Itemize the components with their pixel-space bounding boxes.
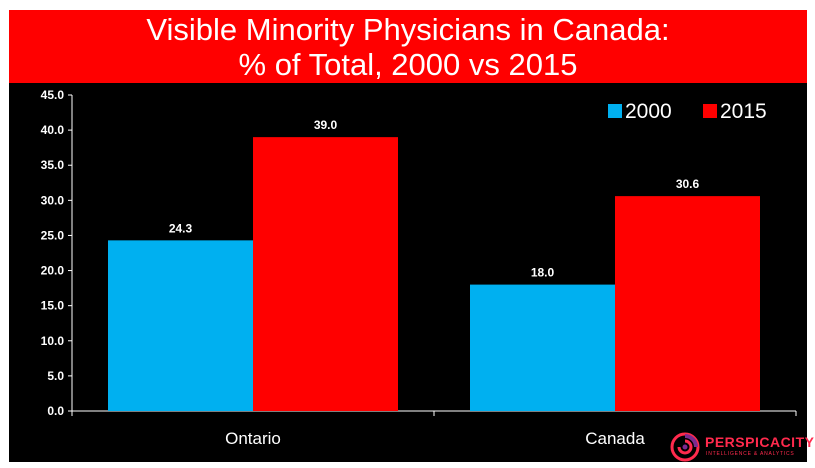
y-tick-label: 10.0 (41, 334, 65, 348)
title-band: Visible Minority Physicians in Canada: %… (9, 10, 807, 83)
bar-2015-ontario (253, 137, 398, 411)
bar-2015-canada (615, 196, 760, 411)
y-tick-label: 0.0 (47, 404, 64, 418)
legend-label: 2015 (720, 100, 767, 123)
bar-2000-canada (470, 284, 615, 411)
legend-label: 2000 (625, 100, 672, 123)
y-tick-label: 25.0 (41, 228, 65, 242)
y-tick-label: 30.0 (41, 193, 65, 207)
category-label: Canada (585, 429, 645, 448)
y-tick-label: 15.0 (41, 299, 65, 313)
data-label: 30.6 (676, 177, 700, 191)
data-label: 24.3 (169, 221, 193, 235)
y-tick-label: 40.0 (41, 123, 65, 137)
logo-tagline: INTELLIGENCE & ANALYTICS (706, 451, 795, 457)
y-tick-label: 45.0 (41, 88, 65, 102)
perspicacity-logo: PERSPICACITY INTELLIGENCE & ANALYTICS (669, 431, 814, 463)
spiral-logo-icon (670, 432, 700, 462)
chart-title: Visible Minority Physicians in Canada: (146, 12, 670, 47)
chart-subtitle: % of Total, 2000 vs 2015 (238, 47, 578, 82)
logo-name: PERSPICACITY (705, 434, 815, 450)
legend-swatch-2000 (608, 104, 622, 118)
y-tick-label: 5.0 (47, 369, 64, 383)
y-tick-label: 20.0 (41, 264, 65, 278)
category-label: Ontario (225, 429, 281, 448)
data-label: 39.0 (314, 118, 338, 132)
data-label: 18.0 (531, 266, 555, 280)
y-tick-label: 35.0 (41, 158, 65, 172)
bar-2000-ontario (108, 240, 253, 411)
legend-swatch-2015 (703, 104, 717, 118)
